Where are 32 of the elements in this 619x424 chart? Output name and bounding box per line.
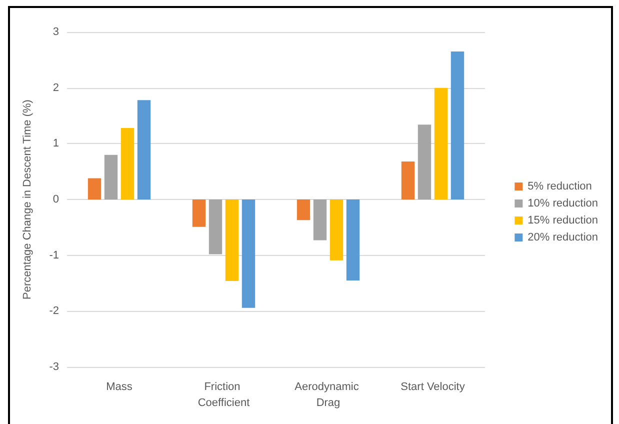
bar	[450, 52, 464, 200]
bar	[296, 200, 310, 220]
bar	[208, 200, 222, 254]
y-tick-label: -2	[49, 305, 59, 318]
x-tick-label: Start Velocity	[400, 381, 466, 393]
bar	[137, 100, 151, 200]
y-tick-label: 1	[52, 138, 59, 150]
y-tick-label: -1	[49, 249, 59, 262]
bar	[434, 88, 448, 200]
y-axis-title: Percentage Change in Descent Time (%)	[22, 100, 34, 300]
legend-label: 20% reduction	[528, 232, 598, 244]
bar	[225, 200, 239, 282]
x-tick-label: Aerodynamic Drag	[294, 381, 362, 409]
bar	[418, 124, 432, 200]
bar	[313, 200, 327, 240]
y-tick-label: -3	[49, 361, 59, 373]
bar	[346, 200, 360, 280]
bar	[192, 200, 206, 227]
x-tick-label: Mass	[106, 381, 133, 393]
bar	[242, 200, 256, 308]
legend-label: 5% reduction	[528, 180, 592, 192]
bar	[104, 154, 118, 200]
legend-label: 10% reduction	[528, 198, 598, 210]
y-tick-label: 0	[52, 194, 59, 206]
y-tick-label: 2	[52, 82, 59, 94]
y-tick-label: 3	[52, 26, 59, 38]
bar	[330, 200, 344, 260]
legend-label: 15% reduction	[528, 214, 598, 226]
bar	[401, 162, 415, 200]
bar	[120, 128, 134, 200]
bar	[88, 178, 102, 200]
x-tick-label: Friction Coefficient	[198, 381, 250, 409]
